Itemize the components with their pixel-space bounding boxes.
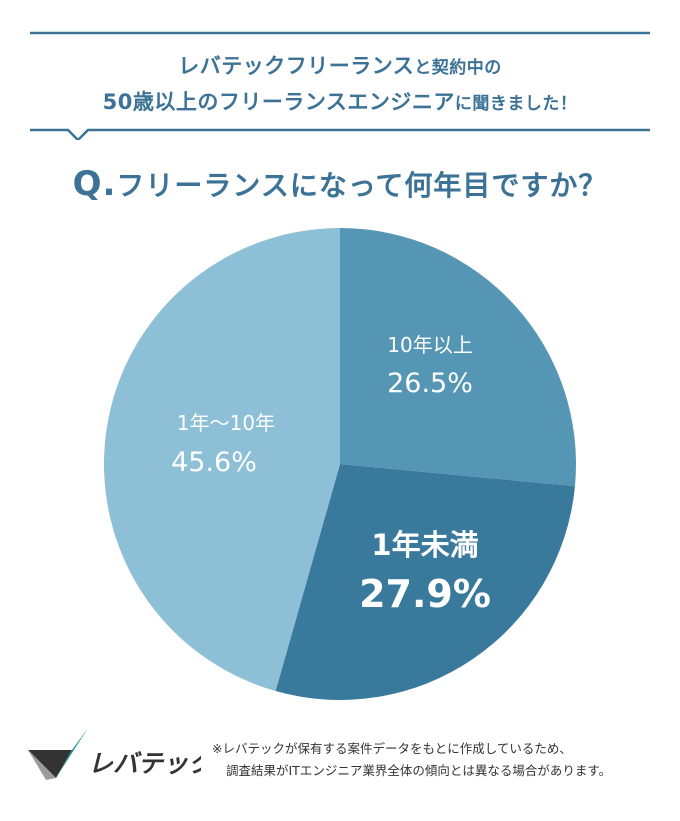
header-brand: レバテックフリーランス: [178, 54, 415, 78]
question-title: Q.フリーランスになって何年目ですか？: [0, 164, 680, 204]
logo-text: レバテック: [88, 749, 201, 778]
slice-value-under-1-year: 27.9%: [359, 572, 491, 616]
levtech-logo: レバテック: [26, 728, 215, 784]
question-text: フリーランスになって何年目ですか？: [116, 169, 608, 202]
header-frame: [30, 31, 650, 140]
pie-slice-10-years-plus: [340, 228, 576, 487]
pie-slice-1-to-10-years: [103, 227, 341, 692]
header-target: 50歳以上のフリーランスエンジニア: [102, 90, 455, 114]
header-line-1: レバテックフリーランスと契約中の: [30, 50, 650, 80]
question-prefix: Q.: [72, 164, 117, 204]
slice-label-10-years-plus: 10年以上: [387, 333, 472, 357]
footnote-line-1: ※レバテックが保有する案件データをもとに作成しているため、: [212, 741, 572, 756]
logo-triangle-dark: [28, 750, 72, 778]
slice-label-1-to-10-years: 1年〜10年: [177, 411, 275, 435]
slice-label-under-1-year: 1年未満: [371, 528, 478, 562]
footnote-line-2: 調査結果がITエンジニア業界全体の傾向とは異なる場合があります。: [226, 763, 612, 778]
pie-slice-under-1-year: [275, 464, 575, 701]
levtech-logo-mark: レバテック: [28, 728, 215, 780]
logo-triangle-gray: [28, 750, 56, 780]
header-line1-rest: と契約中の: [414, 58, 502, 78]
header-banner: レバテックフリーランスと契約中の 50歳以上のフリーランスエンジニアに聞きました…: [30, 0, 650, 140]
footnote: ※レバテックが保有する案件データをもとに作成しているため、 調査結果がITエンジ…: [212, 738, 611, 782]
slice-value-1-to-10-years: 45.6%: [171, 447, 257, 478]
logo-triangle-teal: [56, 728, 88, 778]
slice-value-10-years-plus: 26.5%: [387, 368, 473, 399]
header-line-2: 50歳以上のフリーランスエンジニアに聞きました！: [30, 86, 650, 116]
header-line2-rest: に聞きました！: [454, 94, 578, 114]
